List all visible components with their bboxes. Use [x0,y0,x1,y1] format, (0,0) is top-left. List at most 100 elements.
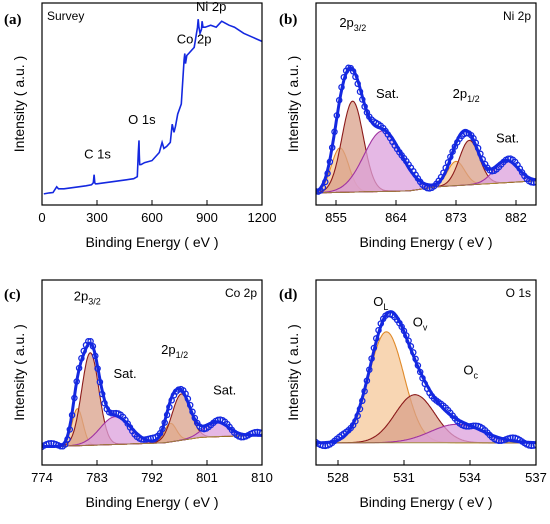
component-peak-fill [316,331,536,443]
annotation-text: O 1s [128,112,156,127]
x-tick-label: 300 [86,210,108,225]
peak-annotation: C 1s [84,147,111,162]
data-point [359,96,366,103]
panel-label: (a) [4,12,22,28]
peak-annotation: 2p3/2 [339,15,366,33]
data-point [85,338,92,345]
panel-label: (c) [4,287,21,303]
peak-annotation: Oc [463,362,478,380]
data-point [80,347,87,355]
data-point [98,390,106,398]
annotation-subscript: 1/2 [176,350,189,360]
data-point [412,355,419,363]
x-axis-label: Binding Energy ( eV ) [359,494,492,510]
annotation-text: Co 2p [177,31,212,46]
y-axis-label: Intensity ( a.u. ) [285,324,301,420]
plot-area [42,338,262,451]
component-peak-fill [42,352,262,447]
data-point [444,159,452,166]
data-point [163,411,171,419]
panel-title: Survey [47,9,84,23]
x-tick-label: 528 [327,470,349,485]
annotation-text: 2p [453,86,467,101]
data-point [66,426,74,433]
annotation-text: Sat. [376,86,399,101]
data-point [71,394,78,402]
data-point [75,364,83,372]
x-tick-label: 810 [251,470,273,485]
data-point [363,377,371,384]
data-point [377,320,385,327]
annotation-text: O [373,294,383,309]
panel-title: Co 2p [225,286,257,300]
data-point [372,335,380,342]
data-point [322,178,329,186]
data-point [333,112,341,119]
component-peak-fill [316,394,536,443]
axes-frame [315,2,537,206]
x-tick-label: 534 [459,470,481,485]
data-point [442,164,449,172]
axes-frame [41,2,263,206]
annotation-text: Sat. [114,366,137,381]
plot-area [316,310,536,450]
x-tick-label: 600 [141,210,163,225]
x-tick-label: 1200 [248,210,277,225]
panel-b: (b) Ni 2p 855 864 873 882 Binding Energy ( eV … [279,2,537,250]
peak-annotation: 2p3/2 [74,288,101,306]
data-point [101,399,108,407]
annotation-text: O [463,362,473,377]
x-axis-label: Binding Energy ( eV ) [359,234,492,250]
annotation-subscript: 3/2 [354,23,367,33]
data-point [414,362,422,369]
data-point [479,156,486,163]
data-point [316,439,320,446]
data-point [410,349,417,356]
data-point [421,380,429,388]
y-axis-label: Intensity ( a.u. ) [285,56,301,152]
component-peak-fill [42,416,262,447]
data-point [370,344,378,352]
panel-label: (d) [279,287,297,303]
peak-annotation: Sat. [496,130,519,145]
panel-c: (c) Co 2p 774 783 792 801 810 Binding Energy ( … [4,279,273,510]
data-point [161,419,168,426]
data-point [403,332,410,339]
data-point [168,397,175,404]
x-tick-label: 0 [38,210,45,225]
annotation-text: 2p [339,15,353,30]
annotation-subscript: c [474,370,479,380]
data-point [182,390,189,397]
data-point [440,169,447,176]
y-axis-label: Intensity ( a.u. ) [11,324,27,420]
data-point [405,337,412,344]
peak-annotation: Sat. [213,383,236,398]
background-line [42,435,262,447]
x-tick-label: 537 [525,470,547,485]
peak-annotation: Ni 2p [196,0,226,14]
data-point [338,83,345,91]
component-peak-fill [316,160,536,193]
data-point [349,68,357,75]
component-peak-fill [316,130,536,193]
annotation-subscript: v [423,322,428,332]
annotation-text: Sat. [496,130,519,145]
x-tick-label: 531 [393,470,415,485]
annotation-text: C 1s [84,147,111,162]
x-tick-label: 855 [325,210,347,225]
data-point [532,441,536,449]
x-tick-label: 783 [86,470,108,485]
data-point [532,178,536,186]
x-tick-label: 873 [445,210,467,225]
data-point [447,153,454,161]
annotation-subscript: L [383,302,388,312]
data-point [87,338,94,345]
peak-annotation: Sat. [114,366,137,381]
data-point [331,128,338,136]
data-point [352,73,359,81]
data-point [159,425,166,433]
data-point [477,150,484,158]
data-point [356,405,364,413]
peak-annotation: 2p1/2 [161,342,188,360]
